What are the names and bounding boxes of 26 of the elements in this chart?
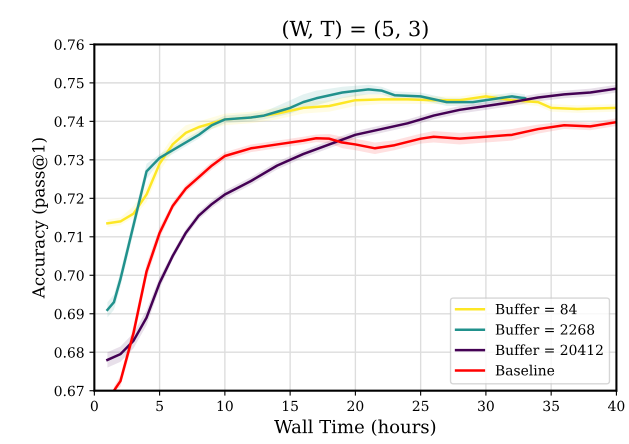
y-tick-label: 0.69 bbox=[54, 308, 84, 320]
y-tick-label: 0.72 bbox=[54, 193, 84, 204]
x-tick-label: 0 bbox=[90, 400, 98, 412]
y-tick-label: 0.68 bbox=[54, 347, 84, 358]
y-tick-label: 0.73 bbox=[54, 154, 84, 166]
y-tick-label: 0.76 bbox=[54, 39, 84, 50]
y-tick-label: 0.74 bbox=[54, 116, 84, 127]
x-tick-label: 10 bbox=[218, 400, 233, 412]
x-tick-label: 25 bbox=[412, 400, 428, 412]
x-axis-title: Wall Time (hours) bbox=[274, 419, 436, 436]
y-tick-label: 0.67 bbox=[54, 386, 84, 396]
y-tick-label: 0.71 bbox=[54, 232, 83, 242]
x-tick-label: 35 bbox=[543, 400, 559, 412]
x-tick-label: 30 bbox=[478, 400, 494, 412]
y-axis-title: Accuracy (pass@1) bbox=[32, 138, 48, 298]
x-tick-label: 40 bbox=[608, 400, 624, 412]
x-tick-label: 15 bbox=[282, 400, 298, 412]
x-tick-label: 5 bbox=[156, 400, 163, 412]
chart-title: (W, T) = (5, 3) bbox=[283, 20, 428, 40]
legend-label: Buffer = 20412 bbox=[496, 344, 603, 356]
y-tick-label: 0.70 bbox=[54, 270, 84, 281]
legend-label: Baseline bbox=[496, 364, 554, 376]
x-tick-label: 20 bbox=[347, 400, 364, 412]
y-tick-label: 0.75 bbox=[54, 78, 84, 88]
legend-label: Buffer = 2268 bbox=[496, 324, 594, 335]
legend-label: Buffer = 84 bbox=[496, 304, 577, 314]
